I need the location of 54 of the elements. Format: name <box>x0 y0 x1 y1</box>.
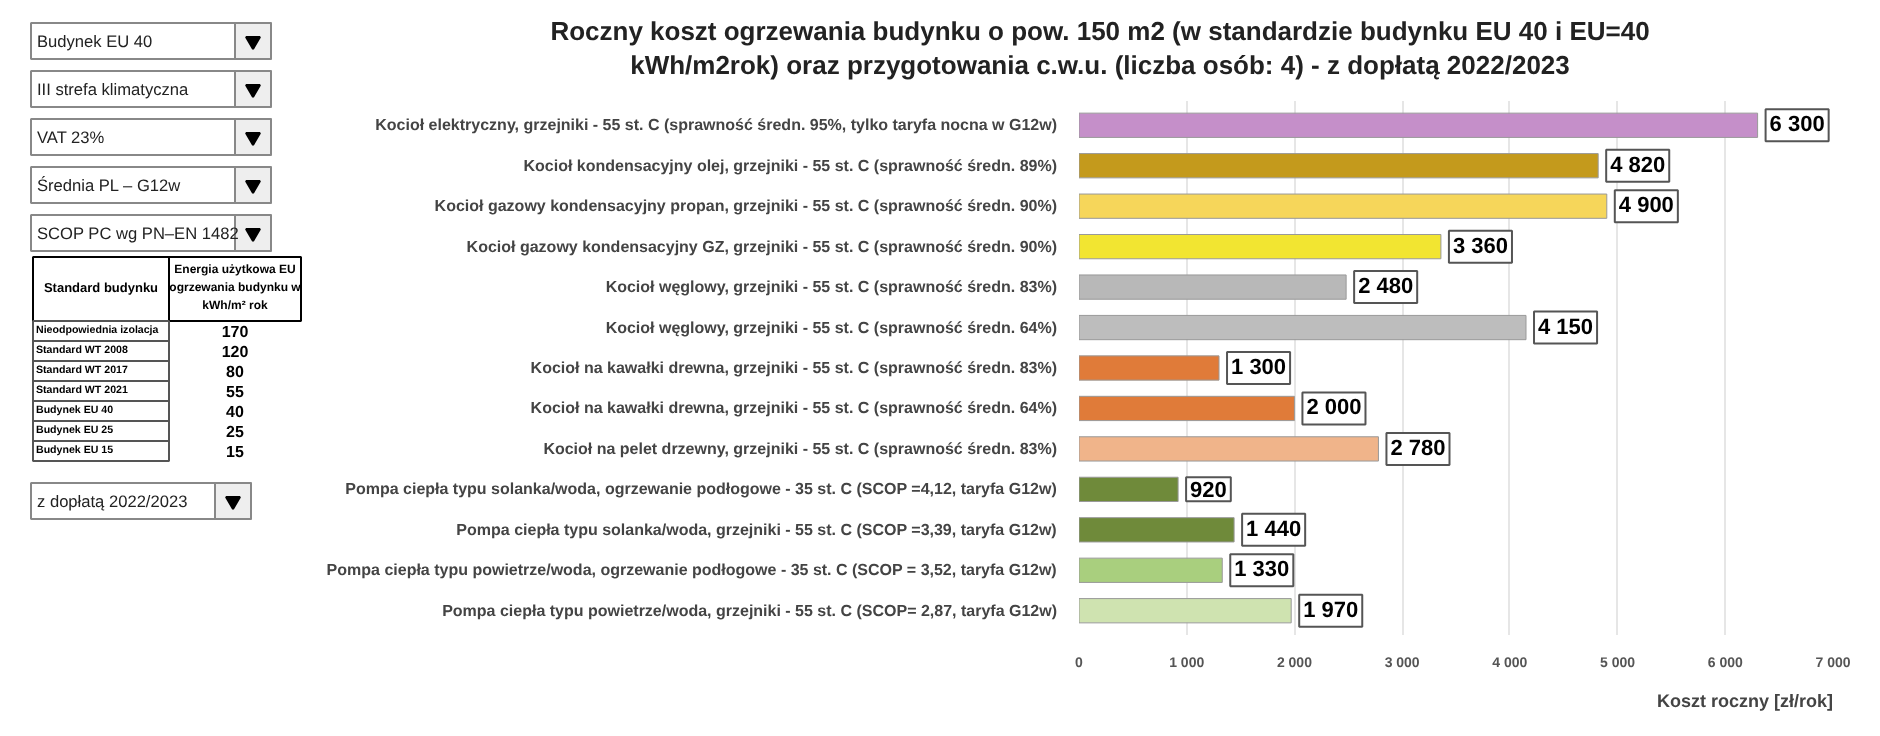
bar <box>1079 557 1223 583</box>
bar <box>1079 395 1295 422</box>
data-label: 1 330 <box>1234 558 1290 583</box>
bar <box>1079 517 1235 543</box>
text: z dopłatą 2022/2023 <box>37 491 189 511</box>
y-tick-label: Kocioł węglowy, grzejniki - 55 st. C (sprawność średn. 83%) <box>605 278 1058 297</box>
y-tick-label: Kocioł węglowy, grzejniki - 55 st. C (sprawność średn. 64%) <box>605 318 1058 337</box>
data-label: 120 <box>221 343 250 361</box>
bar <box>1079 355 1220 381</box>
y-tick-label: Kocioł gazowy kondensacyjny propan, grzejniki - 55 st. C (sprawność średn. 90%) <box>434 197 1058 216</box>
bar <box>1079 436 1379 462</box>
data-label: 6 300 <box>1769 113 1825 138</box>
data-label: 1 300 <box>1231 356 1287 380</box>
data-label: 55 <box>226 383 245 401</box>
data-label: 80 <box>226 363 245 381</box>
data-label: 1 970 <box>1303 598 1359 623</box>
data-label: 4 900 <box>1618 194 1674 219</box>
y-tick-label: Kocioł gazowy kondensacyjny GZ, grzejniki - 55 st. C (sprawność średn. 90%) <box>466 237 1058 256</box>
bar <box>1079 234 1442 260</box>
bar <box>1079 112 1759 138</box>
text: III strefa klimatyczna <box>37 79 189 99</box>
y-tick-label: Pompa ciepła typu powietrze/woda, ogrzewanie podłogowe - 35 st. C (SCOP = 3,52, taryfa G12w) <box>326 561 1058 580</box>
data-label: 3 360 <box>1452 234 1508 259</box>
data-label: 170 <box>221 323 250 341</box>
text: VAT 23% <box>37 127 106 147</box>
data-label: 25 <box>226 423 245 441</box>
bar <box>1079 153 1599 179</box>
y-tick-label: Kocioł elektryczny, grzejniki - 55 st. C (sprawność średn. 95%, tylko taryfa nocna w G12w) <box>375 116 1058 135</box>
data-label: 40 <box>226 403 245 421</box>
bar <box>1079 193 1608 219</box>
data-label: 15 <box>226 443 245 461</box>
data-label: 2 000 <box>1306 396 1362 421</box>
y-tick-label: Pompa ciepła typu powietrze/woda, grzejniki - 55 st. C (SCOP= 2,87, taryfa G12w) <box>442 601 1058 620</box>
y-tick-label: Kocioł na kawałki drewna, grzejniki - 55 st. C (sprawność średn. 64%) <box>530 399 1058 418</box>
y-tick-label: Pompa ciepła typu solanka/woda, ogrzewanie podłogowe - 35 st. C (SCOP =4,12, taryfa G12w) <box>345 480 1058 499</box>
bar <box>1079 314 1527 341</box>
data-label: 4 820 <box>1610 153 1666 178</box>
data-label: 920 <box>1190 479 1227 504</box>
x-axis-title: Koszt roczny [zł/rok] <box>1656 691 1834 711</box>
bar <box>1079 274 1347 300</box>
bar <box>1079 598 1292 624</box>
data-label: 2 780 <box>1390 436 1446 461</box>
text: Budynek EU 40 <box>37 31 154 51</box>
y-tick-label: Kocioł na kawałki drewna, grzejniki - 55 st. C (sprawność średn. 83%) <box>530 359 1058 377</box>
y-tick-label: Kocioł kondensacyjny olej, grzejniki - 55 st. C (sprawność średn. 89%) <box>523 156 1058 175</box>
y-tick-label: Kocioł na pelet drzewny, grzejniki - 55 st. C (sprawność średn. 83%) <box>543 439 1058 458</box>
data-label: 1 440 <box>1246 517 1302 542</box>
chart-title: Roczny koszt ogrzewania budynku o pow. 150 m2 (w standardzie budynku EU 40 i EU=40 kWh/m2rok) oraz przygotowania c.w.u. (liczba osób: 4) - z dopłatą 2022/2023 <box>550 14 1650 82</box>
bar <box>1079 476 1179 502</box>
data-label: 2 480 <box>1358 275 1414 300</box>
y-tick-label: Pompa ciepła typu solanka/woda, grzejniki - 55 st. C (SCOP =3,39, taryfa G12w) <box>456 520 1058 539</box>
text: Średnia PL – G12w <box>37 175 183 195</box>
text: SCOP PC wg PN–EN 1482 <box>37 223 240 243</box>
data-label: 4 150 <box>1538 315 1594 340</box>
